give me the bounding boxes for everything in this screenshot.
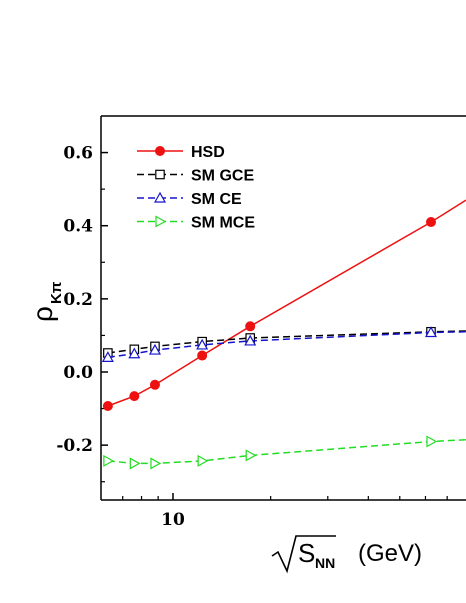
legend-label-sm-gce: SM GCE	[191, 168, 254, 185]
data-point-sm-ce	[196, 338, 209, 350]
data-point-sm-mce	[129, 457, 141, 470]
y-tick-label: -0.2	[56, 436, 93, 456]
data-point-sm-mce	[103, 454, 115, 467]
series-hsd	[102, 199, 466, 412]
series-sm-ce	[101, 326, 466, 362]
data-point-hsd	[102, 401, 113, 412]
series-layer	[101, 199, 466, 470]
y-axis-title: ρ Kπ	[27, 281, 65, 322]
data-point-sm-mce	[245, 449, 257, 462]
sqrt-sign	[271, 535, 336, 574]
legend-marker-hsd	[155, 146, 165, 156]
legend-item-sm-mce: SM MCE	[137, 215, 255, 232]
x-axis-title: S NN (GeV)	[271, 535, 422, 574]
series-line-sm-ce	[107, 331, 466, 359]
axis-titles: ρ Kπ S NN (GeV)	[27, 281, 422, 574]
y-tick-label: 0.6	[63, 144, 93, 164]
data-point-hsd	[149, 379, 160, 390]
data-point-sm-ce	[128, 347, 141, 359]
legend-marker-sm-gce	[155, 169, 165, 180]
y-tick-label: 0.0	[63, 363, 93, 383]
series-line-sm-gce	[107, 330, 466, 354]
data-point-sm-mce	[426, 435, 438, 448]
data-point-sm-mce	[150, 457, 162, 470]
y-axis-title-sub: Kπ	[48, 281, 65, 304]
plot-axes: 0.6 0.4 0.2 0.0 -0.2 10	[56, 115, 466, 530]
x-axis-title-sub: NN	[315, 555, 335, 571]
y-tick-label: 0.2	[63, 290, 93, 310]
data-point-sm-ce	[101, 351, 114, 362]
legend-item-sm-gce: SM GCE	[137, 168, 254, 185]
legend-label-sm-ce: SM CE	[191, 191, 242, 208]
legend-label-hsd: HSD	[191, 144, 225, 161]
data-point-hsd	[197, 350, 208, 361]
data-point-hsd	[245, 321, 256, 332]
y-tick-label: 0.4	[63, 217, 93, 237]
series-line-sm-mce	[107, 438, 466, 465]
data-point-hsd	[425, 217, 436, 228]
series-sm-mce	[103, 435, 466, 470]
x-tick-label: 10	[161, 510, 185, 530]
y-axis-title-main: ρ	[27, 306, 58, 322]
data-point-sm-ce	[244, 334, 257, 346]
x-axis-title-unit: (GeV)	[358, 540, 422, 567]
series-clip-group	[101, 199, 466, 470]
legend-marker-sm-mce	[155, 215, 167, 228]
data-point-hsd	[129, 391, 140, 402]
data-point-sm-ce	[424, 326, 438, 338]
legend-item-hsd: HSD	[137, 144, 225, 161]
legend: HSD SM GCE SM CE SM MCE	[137, 144, 255, 232]
series-line-hsd	[107, 199, 466, 407]
data-point-sm-mce	[197, 454, 209, 467]
x-axis-title-main: S	[298, 538, 315, 568]
data-point-sm-ce	[148, 343, 161, 355]
legend-item-sm-ce: SM CE	[137, 191, 242, 208]
legend-marker-sm-ce	[153, 191, 167, 203]
legend-label-sm-mce: SM MCE	[191, 215, 255, 232]
